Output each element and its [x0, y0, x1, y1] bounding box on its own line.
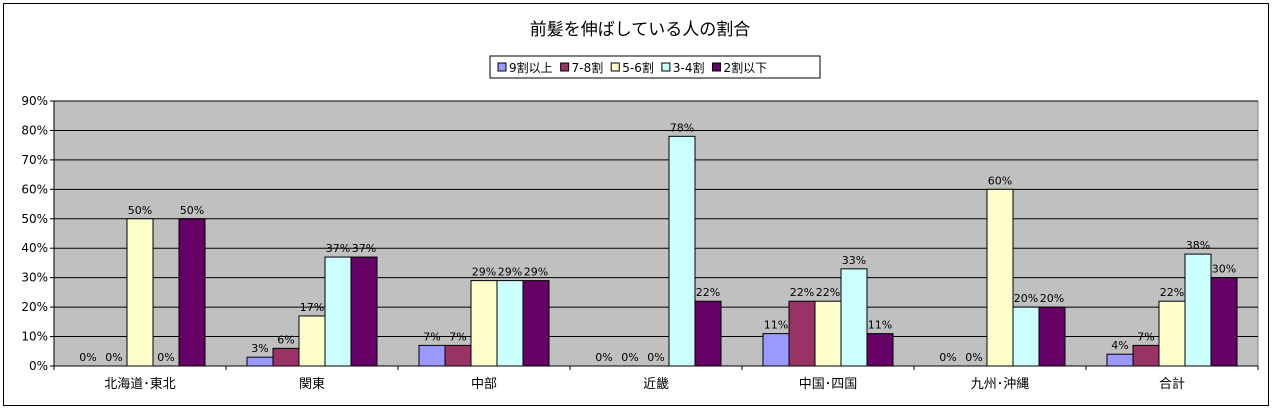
bar [350, 256, 378, 367]
data-label: 6% [277, 333, 294, 346]
data-label: 29% [524, 266, 548, 279]
x-category-label: 中国･四国 [799, 377, 858, 392]
y-tick-label: 0% [29, 359, 48, 373]
legend-swatch [497, 62, 507, 72]
data-label: 0% [157, 351, 174, 364]
data-label: 33% [842, 254, 866, 267]
bar [1132, 344, 1160, 367]
bar [788, 300, 816, 367]
x-category-label: 九州･沖縄 [971, 377, 1030, 392]
data-label: 22% [816, 286, 840, 299]
bar [496, 280, 524, 367]
legend-box [489, 55, 821, 79]
data-label: 17% [300, 301, 324, 314]
bar [418, 344, 446, 367]
bar [246, 356, 274, 367]
data-label: 29% [472, 266, 496, 279]
bar [840, 268, 868, 367]
bar [298, 315, 326, 367]
bar [668, 135, 696, 367]
data-label: 20% [1040, 292, 1064, 305]
x-category-label: 北海道･東北 [104, 376, 176, 392]
x-category-label: 近畿 [643, 377, 669, 392]
data-label: 0% [79, 351, 96, 364]
plot-area: 0% 10% 20% 30% 40% 50% 60% 70% 80% 90% 北海道･東北 0% 0% 5… [21, 94, 1259, 392]
legend-label: 2割以下 [723, 60, 767, 75]
data-label: 22% [696, 286, 720, 299]
y-tick-label: 90% [21, 94, 48, 108]
y-tick-label: 30% [21, 271, 48, 285]
data-label: 30% [1212, 263, 1236, 276]
chart-title: 前髪を伸ばしている人の割合 [530, 20, 751, 40]
data-label: 37% [352, 242, 376, 255]
y-tick-label: 20% [21, 300, 48, 314]
data-label: 50% [128, 204, 152, 217]
data-label: 4% [1111, 339, 1128, 352]
data-label: 0% [647, 351, 664, 364]
legend-swatch [560, 62, 570, 72]
bar [1210, 277, 1238, 367]
data-label: 11% [868, 319, 892, 332]
bar [694, 300, 722, 367]
data-label: 60% [988, 174, 1012, 187]
bar [272, 347, 300, 367]
bar [1184, 253, 1212, 367]
data-label: 0% [965, 351, 982, 364]
bar [1106, 353, 1134, 367]
bar [444, 344, 472, 367]
legend-swatch [711, 62, 721, 72]
data-label: 11% [764, 319, 788, 332]
data-label: 0% [621, 351, 638, 364]
data-label: 22% [1160, 286, 1184, 299]
bar [762, 333, 790, 367]
data-label: 3% [251, 342, 268, 355]
data-label: 50% [180, 204, 204, 217]
data-label: 0% [595, 351, 612, 364]
bar [1012, 306, 1040, 367]
data-label: 7% [1137, 330, 1154, 343]
x-category-label: 関東 [299, 376, 325, 392]
data-label: 37% [326, 242, 350, 255]
x-category-label: 合計 [1159, 376, 1185, 392]
bar [814, 300, 842, 367]
data-label: 29% [498, 266, 522, 279]
bar [178, 218, 206, 367]
bar [986, 188, 1014, 367]
legend-swatch [610, 62, 620, 72]
bar [866, 333, 894, 367]
y-tick-label: 70% [21, 153, 48, 167]
data-label: 22% [790, 286, 814, 299]
data-label: 38% [1186, 239, 1210, 252]
x-category-label: 中部 [471, 377, 497, 392]
data-label: 0% [105, 351, 122, 364]
y-tick-label: 40% [21, 241, 48, 255]
y-tick-label: 60% [21, 182, 48, 196]
data-label: 20% [1014, 292, 1038, 305]
legend-label: 9割以上 [509, 60, 553, 75]
data-label: 7% [423, 330, 440, 343]
bar [126, 218, 154, 367]
legend-swatch [661, 62, 671, 72]
bar [1038, 306, 1066, 367]
bar [324, 256, 352, 367]
plot-background [53, 100, 1259, 367]
legend-label: 3-4割 [673, 60, 705, 75]
chart-legend: 9割以上 7-8割 5-6割 3-4割 2割以下 [489, 55, 821, 79]
bar [1158, 300, 1186, 367]
y-tick-label: 80% [21, 123, 48, 137]
data-label: 7% [449, 330, 466, 343]
legend-label: 5-6割 [622, 60, 654, 75]
data-label: 78% [670, 121, 694, 134]
y-tick-label: 10% [21, 330, 48, 344]
data-label: 0% [939, 351, 956, 364]
bar [522, 280, 550, 367]
legend-label: 7-8割 [572, 60, 604, 75]
y-tick-label: 50% [21, 212, 48, 226]
bar [470, 280, 498, 367]
